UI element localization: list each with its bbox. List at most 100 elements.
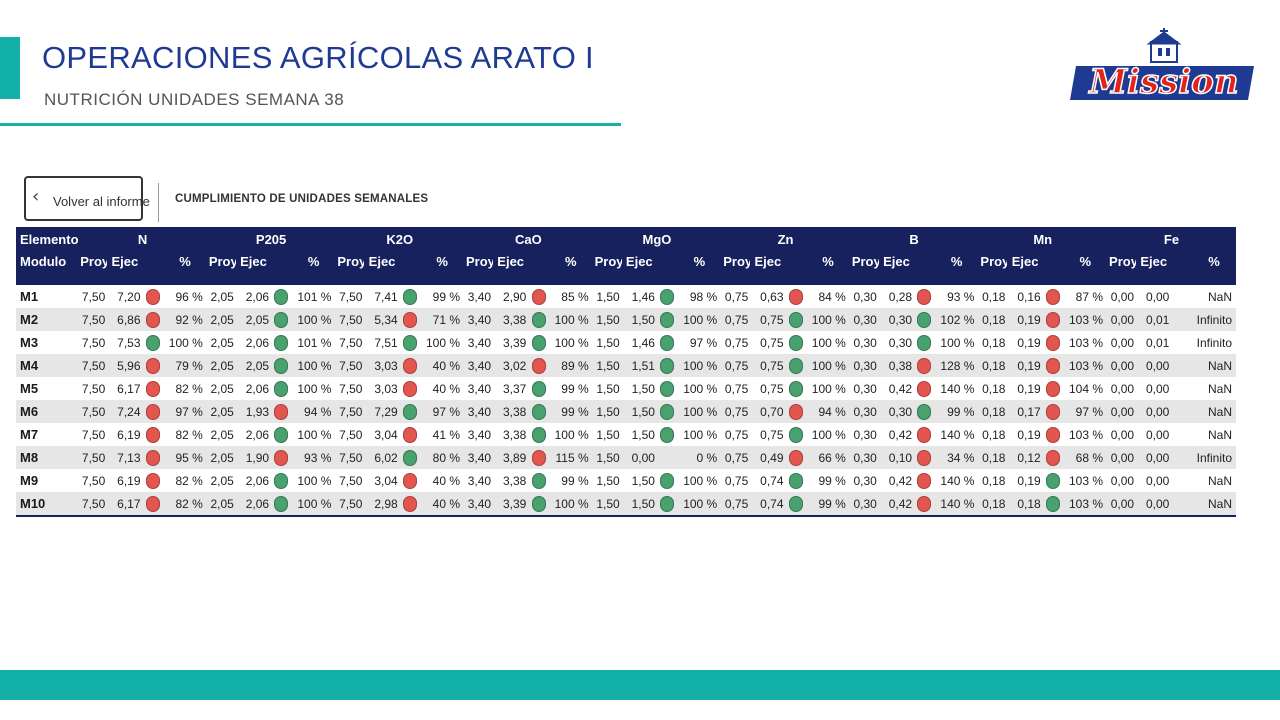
module-cell: M2 — [20, 312, 39, 327]
status-cell — [400, 469, 421, 492]
page-title: OPERACIONES AGRÍCOLAS ARATO I — [42, 40, 594, 75]
ejec-cell: 0,00 — [1145, 496, 1170, 511]
status-cell — [657, 377, 678, 400]
status-green-dot-icon — [531, 495, 546, 512]
pct-cell: 128 % — [940, 358, 975, 373]
proy-cell: 3,40 — [467, 404, 492, 419]
pct-cell: 103 % — [1069, 473, 1104, 488]
element-header-cao: CaO — [514, 231, 542, 247]
status-red-dot-icon — [1046, 357, 1061, 374]
ejec-cell: 7,29 — [374, 404, 398, 419]
proy-cell: 7,50 — [81, 450, 106, 465]
status-cell — [1171, 285, 1192, 308]
proy-cell: 7,50 — [339, 312, 363, 327]
status-cell — [657, 469, 678, 492]
proy-cell: 2,05 — [210, 289, 234, 304]
status-cell — [786, 354, 807, 377]
proy-cell: 0,75 — [724, 312, 749, 327]
pct-cell: 93 % — [947, 289, 975, 304]
proy-cell: 0,00 — [1110, 335, 1135, 350]
pct-cell: 82 % — [175, 381, 203, 396]
proy-header-mgo: Proy — [594, 254, 622, 269]
pct-cell: 40 % — [432, 473, 461, 488]
status-green-dot-icon — [788, 357, 803, 374]
proy-cell: 0,30 — [853, 404, 877, 419]
proy-cell: 0,75 — [724, 473, 749, 488]
proy-cell: 7,50 — [81, 289, 106, 304]
proy-cell: 0,30 — [853, 381, 877, 396]
pct-cell: 99 % — [818, 496, 846, 511]
pct-cell: 100 % — [554, 427, 589, 442]
pct-cell: 100 % — [554, 335, 589, 350]
table-row: M3 7,50 7,53 100 % 2,05 2,06 101 % 7,50 7,51 100 … — [16, 331, 1236, 354]
pct-cell: 103 % — [1069, 427, 1104, 442]
pct-cell: 99 % — [561, 473, 589, 488]
pct-cell: 71 % — [432, 312, 461, 327]
ejec-cell: 0,30 — [888, 312, 913, 327]
pct-cell: 101 % — [297, 335, 332, 350]
proy-header-b: Proy — [851, 254, 879, 269]
proy-cell: 0,30 — [853, 427, 877, 442]
ejec-cell: 1,50 — [631, 404, 655, 419]
ejec-cell: 7,13 — [117, 450, 141, 465]
status-red-dot-icon — [403, 426, 418, 443]
status-cell — [786, 331, 807, 354]
status-cell — [528, 377, 549, 400]
pct-cell: 66 % — [818, 450, 846, 465]
title-underline — [0, 123, 621, 126]
element-header-mgo: MgO — [642, 231, 672, 247]
ejec-cell: 0,16 — [1017, 289, 1041, 304]
back-to-report-button[interactable]: ‹ Volver al informe — [24, 176, 150, 221]
proy-cell: 3,40 — [467, 312, 492, 327]
status-green-dot-icon — [788, 311, 803, 328]
status-cell — [914, 492, 935, 516]
status-cell — [1171, 400, 1192, 423]
proy-cell: 1,50 — [596, 427, 620, 442]
status-header-mgo — [657, 251, 678, 285]
ejec-header-mn: Ejec — [1011, 254, 1039, 269]
ejec-header-cao: Ejec — [497, 254, 525, 269]
module-cell: M5 — [20, 381, 39, 396]
ejec-cell: 3,39 — [502, 335, 527, 350]
ejec-cell: 0,19 — [1017, 358, 1041, 373]
proy-cell: 7,50 — [339, 404, 363, 419]
status-green-dot-icon — [917, 334, 932, 351]
proy-cell: 1,50 — [596, 450, 620, 465]
ejec-cell: 3,38 — [502, 404, 527, 419]
ejec-cell: 0,00 — [1145, 450, 1170, 465]
ejec-header-mgo: Ejec — [625, 254, 653, 269]
ejec-cell: 0,74 — [760, 473, 784, 488]
element-header-b: B — [909, 231, 919, 247]
pct-cell: NaN — [1207, 427, 1232, 442]
pct-cell: 100 % — [297, 312, 332, 327]
status-cell — [271, 469, 292, 492]
status-cell — [528, 423, 549, 446]
proy-cell: 1,50 — [596, 335, 620, 350]
pct-cell: 100 % — [811, 381, 846, 396]
ejec-cell: 1,93 — [245, 404, 270, 419]
ejec-cell: 3,02 — [502, 358, 527, 373]
status-red-dot-icon — [917, 288, 932, 305]
status-cell — [1043, 285, 1064, 308]
pct-cell: 100 % — [683, 404, 718, 419]
status-red-dot-icon — [145, 495, 160, 512]
ejec-cell: 1,50 — [631, 496, 655, 511]
pct-cell: 93 % — [304, 450, 332, 465]
status-red-dot-icon — [917, 449, 932, 466]
status-cell — [143, 331, 164, 354]
proy-cell: 7,50 — [81, 381, 106, 396]
status-green-dot-icon — [274, 472, 289, 489]
proy-cell: 7,50 — [339, 427, 363, 442]
status-red-dot-icon — [1046, 311, 1061, 328]
svg-text:Mission: Mission — [1088, 62, 1238, 102]
proy-cell: 1,50 — [596, 473, 620, 488]
proy-cell: 0,00 — [1110, 473, 1135, 488]
proy-cell: 3,40 — [467, 496, 492, 511]
ejec-cell: 0,00 — [1145, 404, 1170, 419]
proy-cell: 3,40 — [467, 427, 492, 442]
proy-cell: 2,05 — [210, 473, 234, 488]
proy-cell: 2,05 — [210, 358, 234, 373]
pct-cell: 100 % — [683, 496, 718, 511]
pct-cell: 100 % — [297, 496, 332, 511]
status-cell — [528, 492, 549, 516]
